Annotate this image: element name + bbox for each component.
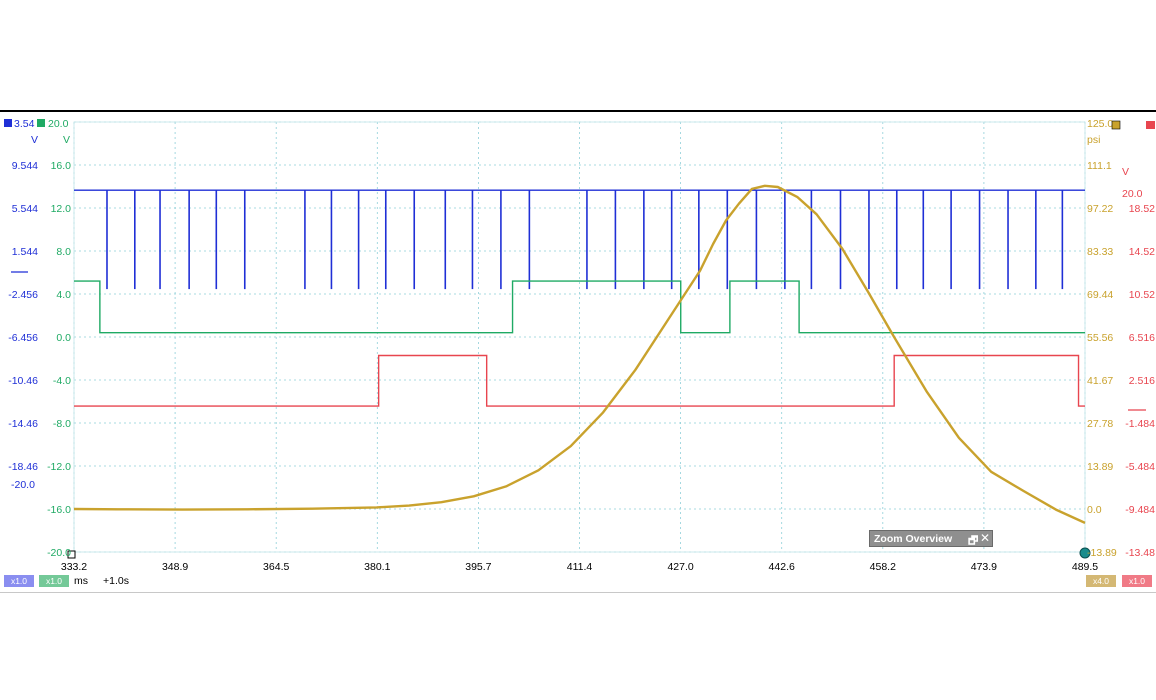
- right-gold-tick-label: 13.89: [1087, 461, 1113, 473]
- right-gold-unit: psi: [1087, 134, 1100, 146]
- left-green-tick-label: -8.0: [53, 418, 71, 430]
- left-green-tick-label: -20.0: [47, 547, 71, 559]
- restore-window-icon[interactable]: 🗗: [968, 535, 979, 547]
- channel-b-zoom-badge[interactable]: x1.0: [39, 575, 69, 587]
- left-blue-top-label: 3.54: [14, 118, 35, 130]
- scope-plot[interactable]: 3.54 20.0 V V -20.0 125.0 psi V 20.0 9.5…: [0, 112, 1156, 592]
- channel-a-zoom-badge[interactable]: x1.0: [4, 575, 34, 587]
- right-red-tick-label: 6.516: [1129, 332, 1155, 344]
- right-red-tick-label: 18.52: [1129, 203, 1155, 215]
- left-green-tick-label: 12.0: [51, 203, 72, 215]
- right-gold-tick-label: 55.56: [1087, 332, 1113, 344]
- right-gold-tick-label: 97.22: [1087, 203, 1113, 215]
- right-gold-tick-label: 69.44: [1087, 289, 1113, 301]
- series-d-trace: [73, 184, 1086, 524]
- zoom-overview-panel[interactable]: Zoom Overview 🗗 ✕: [869, 530, 993, 547]
- right-red-top-label: 20.0: [1122, 188, 1143, 200]
- right-red-tick-label: -1.484: [1125, 418, 1155, 430]
- left-blue-bottom-label: -20.0: [11, 479, 35, 491]
- left-green-tick-label: -12.0: [47, 461, 71, 473]
- series-b-trace: [74, 280, 1085, 334]
- x-tick-label: 333.2: [61, 561, 87, 573]
- channel-c-zoom-badge[interactable]: x1.0: [1122, 575, 1152, 587]
- left-blue-tick-label: 5.544: [12, 203, 38, 215]
- right-gold-tick-label: 83.33: [1087, 246, 1113, 258]
- channel-b-marker[interactable]: [37, 119, 45, 127]
- left-green-tick-label: 16.0: [51, 160, 72, 172]
- left-green-tick-label: -4.0: [53, 375, 71, 387]
- left-blue-tick-label: -2.456: [8, 289, 38, 301]
- left-green-tick-label: 0.0: [56, 332, 71, 344]
- right-red-unit: V: [1122, 166, 1129, 178]
- x-tick-label: 411.4: [567, 561, 593, 573]
- left-green-tick-label: -16.0: [47, 504, 71, 516]
- zoom-overview-title: Zoom Overview: [874, 533, 953, 545]
- plot-frame: [73, 121, 1086, 553]
- left-blue-tick-label: -10.46: [8, 375, 38, 387]
- right-gold-tick-label: 27.78: [1087, 418, 1113, 430]
- right-red-tick-label: -13.48: [1125, 547, 1155, 559]
- right-gold-tick-label: 111.1: [1087, 160, 1112, 172]
- traces: [73, 184, 1086, 524]
- x-tick-label: 348.9: [162, 561, 188, 573]
- x-tick-label: 364.5: [263, 561, 289, 573]
- channel-d-zoom-badge[interactable]: x4.0: [1086, 575, 1116, 587]
- channel-a-marker[interactable]: [4, 119, 12, 127]
- right-gold-tick-label: 0.0: [1087, 504, 1102, 516]
- left-blue-tick-label: 9.544: [12, 160, 38, 172]
- right-red-tick-label: 10.52: [1129, 289, 1155, 301]
- left-blue-tick-label: 1.544: [12, 246, 38, 258]
- x-tick-label: 380.1: [364, 561, 390, 573]
- time-offset-label: +1.0s: [103, 575, 129, 587]
- x-tick-label: 442.6: [769, 561, 795, 573]
- x-tick-label: 395.7: [465, 561, 491, 573]
- left-green-tick-label: 8.0: [56, 246, 71, 258]
- close-icon[interactable]: ✕: [980, 531, 991, 545]
- x-tick-label: 473.9: [971, 561, 997, 573]
- left-green-unit: V: [63, 134, 70, 146]
- left-green-tick-label: 4.0: [56, 289, 71, 301]
- left-blue-tick-label: -6.456: [8, 332, 38, 344]
- axis-tick-labels: 9.544 5.544 1.544 -2.456 -6.456 -10.46 -14.46 -…: [8, 160, 1155, 573]
- right-red-tick-label: -5.484: [1125, 461, 1155, 473]
- left-green-top-label: 20.0: [48, 118, 69, 130]
- right-gold-tick-label: -13.89: [1087, 547, 1117, 559]
- oscilloscope-view[interactable]: 3.54 20.0 V V -20.0 125.0 psi V 20.0 9.5…: [0, 110, 1156, 593]
- grid: [73, 121, 1086, 553]
- x-tick-label: 427.0: [667, 561, 693, 573]
- channel-d-marker[interactable]: [1111, 120, 1121, 130]
- left-blue-tick-label: -14.46: [8, 418, 38, 430]
- x-origin-marker[interactable]: [67, 550, 76, 559]
- channel-c-marker[interactable]: [1146, 121, 1155, 129]
- left-blue-unit: V: [31, 134, 38, 146]
- right-red-tick-label: 2.516: [1129, 375, 1155, 387]
- right-red-tick-label: 14.52: [1129, 246, 1155, 258]
- right-gold-tick-label: 41.67: [1087, 375, 1113, 387]
- series-c-trace: [74, 354, 1085, 407]
- right-red-tick-label: -9.484: [1125, 504, 1155, 516]
- gold-offset-marker[interactable]: [1079, 547, 1091, 559]
- x-tick-label: 489.5: [1072, 561, 1098, 573]
- right-gold-top-label: 125.0: [1087, 118, 1113, 130]
- left-blue-tick-label: -18.46: [8, 461, 38, 473]
- x-unit-label: ms: [74, 575, 88, 587]
- x-tick-label: 458.2: [870, 561, 896, 573]
